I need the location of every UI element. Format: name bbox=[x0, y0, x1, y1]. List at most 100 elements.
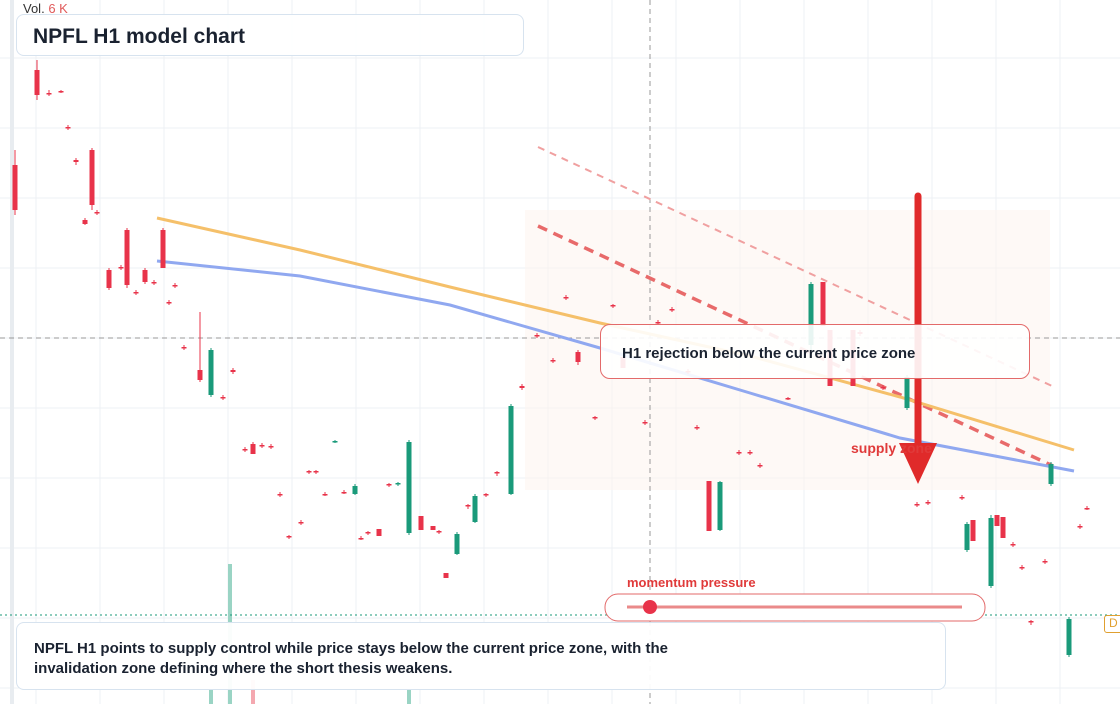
candle bbox=[151, 280, 157, 285]
candle bbox=[472, 494, 478, 523]
candle bbox=[494, 471, 500, 476]
candle bbox=[483, 493, 489, 497]
summary-panel: NPFL H1 points to supply control while p… bbox=[16, 622, 946, 690]
candle bbox=[365, 531, 371, 535]
candle bbox=[694, 425, 700, 430]
candle bbox=[508, 404, 514, 495]
candle bbox=[106, 268, 112, 290]
candle bbox=[89, 148, 95, 210]
volume-bar bbox=[407, 690, 411, 704]
candle bbox=[430, 526, 436, 530]
title-panel: NPFL H1 model chart bbox=[16, 14, 524, 56]
volume-value: 6 K bbox=[48, 1, 68, 16]
volume-readout: Vol. 6 K bbox=[23, 1, 68, 16]
volume-label: Vol. bbox=[23, 1, 45, 16]
lower-trendline bbox=[537, 224, 1054, 468]
candle bbox=[925, 500, 931, 505]
price-tag: D bbox=[1104, 615, 1120, 633]
candle bbox=[1010, 542, 1016, 547]
candle bbox=[736, 450, 742, 455]
candle bbox=[298, 520, 304, 525]
summary-text: NPFL H1 points to supply control while p… bbox=[34, 640, 668, 677]
candle bbox=[358, 536, 364, 540]
candle bbox=[880, 385, 886, 390]
candle bbox=[610, 304, 616, 308]
momentum-handle bbox=[643, 600, 657, 614]
candle bbox=[313, 470, 319, 474]
candle bbox=[1028, 620, 1034, 625]
candle bbox=[94, 210, 100, 215]
candle bbox=[747, 450, 753, 455]
candle bbox=[352, 484, 358, 495]
candle bbox=[436, 530, 442, 534]
candle bbox=[550, 358, 556, 363]
candle bbox=[322, 492, 328, 496]
candle bbox=[1042, 559, 1048, 564]
candle bbox=[197, 312, 203, 382]
candle bbox=[563, 295, 569, 300]
candle bbox=[376, 529, 382, 536]
candle bbox=[166, 300, 172, 305]
candle bbox=[1048, 462, 1054, 486]
candle bbox=[118, 265, 124, 270]
candle bbox=[1084, 506, 1090, 510]
candle bbox=[259, 443, 265, 448]
orange-moving-average bbox=[156, 216, 1075, 452]
candle bbox=[73, 158, 79, 165]
candle bbox=[406, 440, 412, 535]
candle bbox=[575, 350, 581, 365]
candle bbox=[904, 375, 910, 410]
candle bbox=[988, 515, 994, 588]
candle bbox=[1019, 565, 1025, 570]
candle bbox=[12, 150, 18, 215]
candle bbox=[970, 520, 976, 541]
candle bbox=[914, 502, 920, 507]
candle bbox=[306, 470, 312, 474]
candle bbox=[418, 516, 424, 530]
rejection-callout: H1 rejection below the current price zon… bbox=[600, 324, 1030, 379]
candle bbox=[160, 228, 166, 268]
candle bbox=[465, 504, 471, 509]
candle bbox=[964, 522, 970, 552]
candle bbox=[1000, 517, 1006, 538]
momentum-label: momentum pressure bbox=[627, 575, 756, 590]
candle bbox=[1077, 524, 1083, 529]
candle bbox=[220, 395, 226, 400]
candle bbox=[34, 60, 40, 100]
candle bbox=[208, 348, 214, 397]
candle bbox=[277, 492, 283, 497]
candle bbox=[820, 282, 826, 326]
candle bbox=[250, 442, 256, 454]
callout-text: H1 rejection below the current price zon… bbox=[622, 345, 916, 362]
page-title: NPFL H1 model chart bbox=[33, 25, 245, 48]
supply-zone-label: supply zone bbox=[851, 440, 932, 456]
candle bbox=[386, 483, 392, 487]
candle bbox=[124, 228, 130, 288]
candle bbox=[58, 90, 64, 93]
candle bbox=[242, 447, 248, 452]
candle bbox=[286, 535, 292, 539]
candle bbox=[142, 268, 148, 284]
candle bbox=[959, 495, 965, 500]
candle bbox=[133, 290, 139, 295]
candle bbox=[332, 440, 338, 443]
candle bbox=[994, 515, 1000, 526]
candle bbox=[395, 482, 401, 486]
candle bbox=[172, 283, 178, 288]
candle bbox=[82, 218, 88, 225]
candle bbox=[706, 481, 712, 531]
candle bbox=[1066, 617, 1072, 657]
volume-bar bbox=[251, 680, 255, 704]
candle bbox=[46, 90, 52, 96]
candle bbox=[454, 532, 460, 555]
candle bbox=[65, 125, 71, 130]
down-arrow-icon bbox=[899, 443, 937, 484]
left-scale-edge bbox=[10, 0, 14, 704]
candle bbox=[534, 333, 540, 338]
candle bbox=[592, 416, 598, 420]
candle bbox=[341, 490, 347, 494]
candle bbox=[757, 463, 763, 468]
candle bbox=[669, 307, 675, 312]
candle bbox=[268, 444, 274, 449]
candle bbox=[785, 397, 791, 400]
